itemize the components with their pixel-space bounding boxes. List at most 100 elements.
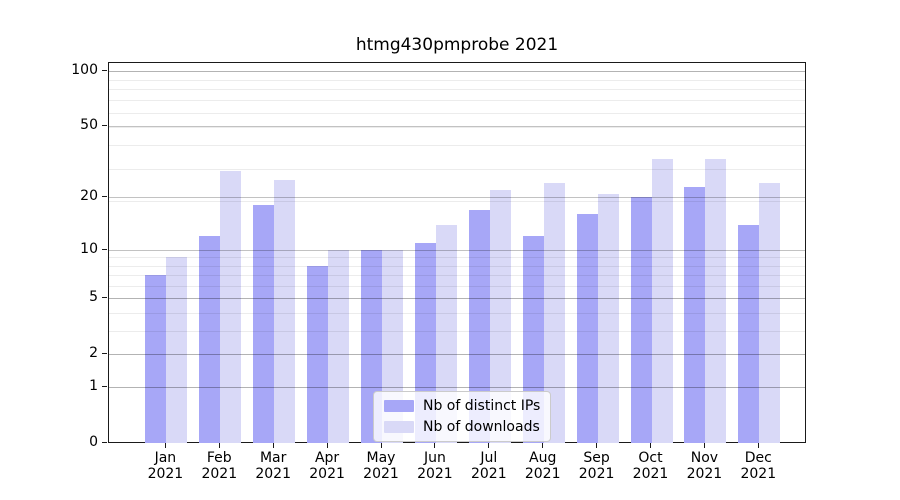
plot-area <box>108 62 806 443</box>
x-tick-label-line: Oct <box>638 450 663 466</box>
y-tick-label-1: 1 <box>89 378 98 395</box>
bar-nb-of-distinct-ips-nov <box>684 186 706 443</box>
x-tick-label-oct: Oct 2021 <box>616 450 686 482</box>
x-tick-jul <box>488 443 490 448</box>
gridline-major-5 <box>109 298 805 300</box>
y-tick-20 <box>102 196 107 198</box>
y-tick-label-50: 50 <box>80 116 98 133</box>
gridline-minor-7 <box>109 275 805 277</box>
x-tick-jun <box>434 443 436 448</box>
y-tick-label-0: 0 <box>89 434 98 450</box>
bar-nb-of-downloads-oct <box>651 158 673 443</box>
bar-nb-of-distinct-ips-oct <box>630 197 652 443</box>
gridline-minor-4 <box>109 313 805 315</box>
x-tick-label-line: 2021 <box>740 465 777 482</box>
x-tick-label-mar: Mar 2021 <box>238 450 308 482</box>
gridline-minor-79 <box>109 89 805 91</box>
y-tick-label-5: 5 <box>89 289 98 306</box>
x-tick-label-aug: Aug 2021 <box>508 450 578 482</box>
gridline-major-2 <box>109 354 805 356</box>
bar-nb-of-downloads-mar <box>274 180 296 443</box>
bar-nb-of-downloads-nov <box>705 158 727 443</box>
x-tick-label-line: Nov <box>690 450 719 466</box>
x-tick-label-line: Jul <box>480 450 498 466</box>
x-tick-label-line: 2021 <box>632 465 669 482</box>
gridline-major-100 <box>109 70 805 72</box>
gridline-minor-59 <box>109 112 805 114</box>
x-tick-label-may: May 2021 <box>346 450 416 482</box>
x-tick-label-line: Apr <box>314 450 340 466</box>
bar-nb-of-downloads-feb <box>220 171 242 443</box>
y-tick-1 <box>102 386 107 388</box>
y-tick-50 <box>102 124 107 126</box>
gridline-major-1 <box>109 387 805 389</box>
x-tick-label-sep: Sep 2021 <box>562 450 632 482</box>
x-tick-label-line: 2021 <box>417 465 453 482</box>
x-tick-dec <box>757 443 759 448</box>
gridline-minor-39 <box>109 145 805 147</box>
x-tick-aug <box>542 443 544 448</box>
x-tick-label-line: 2021 <box>470 465 507 482</box>
y-tick-label-2: 2 <box>89 345 98 362</box>
gridline-minor-9 <box>109 257 805 259</box>
legend-swatch-distinct-ips <box>384 400 414 412</box>
y-tick-label-100: 100 <box>71 61 98 78</box>
gridline-minor-19 <box>109 201 805 203</box>
bar-nb-of-downloads-aug <box>543 183 565 443</box>
bar-nb-of-downloads-jul <box>489 190 511 443</box>
bar-nb-of-downloads-sep <box>597 193 619 443</box>
legend-item-downloads: Nb of downloads <box>384 419 540 435</box>
bar-nb-of-distinct-ips-apr <box>307 265 329 443</box>
gridline-minor-99 <box>109 71 805 73</box>
y-tick-100 <box>102 69 107 71</box>
x-tick-label-line: Aug <box>529 450 557 466</box>
bar-nb-of-distinct-ips-mar <box>253 205 275 443</box>
bar-nb-of-distinct-ips-sep <box>576 214 598 443</box>
x-tick-label-apr: Apr 2021 <box>292 450 362 482</box>
x-tick-label-line: 2021 <box>255 465 291 482</box>
gridline-major-20 <box>109 197 805 199</box>
x-tick-feb <box>218 443 220 448</box>
bar-nb-of-downloads-jun <box>435 224 457 443</box>
x-tick-label-line: Feb <box>206 450 232 466</box>
x-tick-label-line: Jan <box>154 450 177 466</box>
bar-nb-of-distinct-ips-dec <box>738 224 760 443</box>
x-tick-nov <box>703 443 705 448</box>
bar-nb-of-distinct-ips-feb <box>199 236 221 443</box>
x-tick-may <box>380 443 382 448</box>
legend-item-distinct-ips: Nb of distinct IPs <box>384 398 540 414</box>
x-tick-label-line: 2021 <box>363 465 399 482</box>
legend-swatch-downloads <box>384 421 414 433</box>
bar-nb-of-downloads-jan <box>166 257 188 443</box>
gridline-major-10 <box>109 249 805 251</box>
bar-nb-of-distinct-ips-jan <box>145 275 167 443</box>
gridline-minor-49 <box>109 127 805 129</box>
y-tick-0 <box>102 442 107 443</box>
y-tick-label-10: 10 <box>80 240 98 257</box>
x-tick-label-jul: Jul 2021 <box>454 450 524 482</box>
y-tick-10 <box>102 248 107 250</box>
bar-nb-of-distinct-ips-jul <box>468 209 490 443</box>
y-tick-2 <box>102 353 107 355</box>
x-tick-mar <box>272 443 274 448</box>
x-tick-label-line: 2021 <box>686 465 723 482</box>
x-tick-sep <box>596 443 598 448</box>
gridline-minor-2 <box>109 354 805 356</box>
x-tick-oct <box>650 443 651 448</box>
chart-title: htmg430pmprobe 2021 <box>355 35 559 55</box>
x-tick-label-dec: Dec 2021 <box>723 450 793 482</box>
x-tick-label-line: 2021 <box>578 465 615 482</box>
gridline-minor-6 <box>109 286 805 287</box>
x-tick-label-line: Dec <box>744 450 772 466</box>
x-tick-apr <box>326 443 328 448</box>
x-tick-label-feb: Feb 2021 <box>184 450 254 482</box>
gridline-major-50 <box>109 125 805 127</box>
x-tick-label-nov: Nov 2021 <box>669 450 739 482</box>
y-tick-label-20: 20 <box>80 188 98 205</box>
x-tick-label-line: Jun <box>423 450 446 466</box>
gridline-minor-69 <box>109 100 805 102</box>
x-tick-label-line: Mar <box>259 450 287 466</box>
bar-nb-of-downloads-apr <box>328 249 350 443</box>
x-tick-label-line: 2021 <box>147 465 184 482</box>
